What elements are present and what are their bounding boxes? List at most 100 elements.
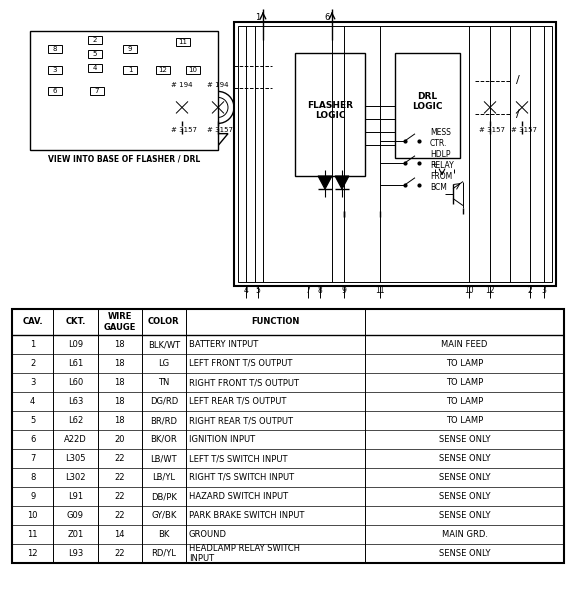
Text: RIGHT REAR T/S OUTPUT: RIGHT REAR T/S OUTPUT — [189, 416, 293, 425]
Text: 3: 3 — [30, 378, 35, 387]
Text: 20: 20 — [115, 435, 125, 444]
Text: 7: 7 — [94, 88, 99, 94]
Bar — [88, 36, 102, 44]
Text: WIRE
GAUGE: WIRE GAUGE — [104, 312, 136, 332]
Text: # 3157: # 3157 — [207, 127, 233, 133]
Text: # 3157: # 3157 — [479, 127, 505, 133]
Text: Z01: Z01 — [67, 530, 84, 539]
Bar — [238, 26, 552, 282]
Bar — [12, 309, 564, 563]
Text: SENSE ONLY: SENSE ONLY — [439, 549, 490, 558]
Text: IGNITION INPUT: IGNITION INPUT — [189, 435, 255, 444]
Text: SENSE ONLY: SENSE ONLY — [439, 473, 490, 482]
Text: TO LAMP: TO LAMP — [446, 397, 483, 406]
Text: 2: 2 — [93, 37, 97, 43]
Text: 7: 7 — [305, 286, 310, 295]
Text: 11: 11 — [28, 530, 38, 539]
Text: 18: 18 — [114, 359, 125, 368]
Text: MAIN FEED: MAIN FEED — [441, 340, 488, 349]
Text: BK/OR: BK/OR — [150, 435, 177, 444]
Text: 22: 22 — [115, 511, 125, 520]
Text: MESS
CTR.: MESS CTR. — [430, 128, 451, 148]
Text: 8: 8 — [53, 46, 57, 52]
Text: SENSE ONLY: SENSE ONLY — [439, 435, 490, 444]
Text: 5: 5 — [93, 51, 97, 57]
Bar — [295, 53, 365, 176]
Text: LEFT T/S SWITCH INPUT: LEFT T/S SWITCH INPUT — [189, 454, 287, 463]
Text: # 3157: # 3157 — [171, 127, 197, 133]
Text: FLASHER
LOGIC: FLASHER LOGIC — [307, 100, 353, 120]
Text: G09: G09 — [67, 511, 84, 520]
Text: 22: 22 — [115, 492, 125, 501]
Bar — [234, 22, 556, 286]
Bar — [90, 86, 104, 95]
Text: FUNCTION: FUNCTION — [251, 317, 300, 326]
Text: 11: 11 — [179, 40, 188, 46]
Text: 2: 2 — [30, 359, 35, 368]
Bar — [395, 53, 460, 158]
Text: 10: 10 — [464, 286, 474, 295]
Text: LB/WT: LB/WT — [150, 454, 177, 463]
Text: LEFT REAR T/S OUTPUT: LEFT REAR T/S OUTPUT — [189, 397, 286, 406]
Text: HAZARD SWITCH INPUT: HAZARD SWITCH INPUT — [189, 492, 288, 501]
Text: BATTERY INTPUT: BATTERY INTPUT — [189, 340, 258, 349]
Text: RD/YL: RD/YL — [151, 549, 176, 558]
Text: 8: 8 — [30, 473, 35, 482]
Text: 4: 4 — [93, 65, 97, 71]
Text: COLOR: COLOR — [148, 317, 180, 326]
Bar — [48, 44, 62, 52]
Text: 9: 9 — [128, 46, 132, 52]
Text: BK: BK — [158, 530, 169, 539]
Text: TO LAMP: TO LAMP — [446, 359, 483, 368]
Text: BLK/WT: BLK/WT — [147, 340, 180, 349]
Bar — [48, 86, 62, 95]
Text: SENSE ONLY: SENSE ONLY — [439, 454, 490, 463]
Bar — [30, 31, 218, 150]
Text: LB/YL: LB/YL — [152, 473, 175, 482]
Text: TO LAMP: TO LAMP — [446, 378, 483, 387]
Text: # 3157: # 3157 — [511, 127, 537, 133]
Text: PARK BRAKE SWITCH INPUT: PARK BRAKE SWITCH INPUT — [189, 511, 304, 520]
Text: FROM
BCM: FROM BCM — [430, 172, 452, 192]
Text: SENSE ONLY: SENSE ONLY — [439, 492, 490, 501]
Text: 4: 4 — [244, 286, 248, 295]
Text: 12: 12 — [158, 66, 168, 72]
Text: 18: 18 — [114, 378, 125, 387]
Text: 2: 2 — [528, 286, 532, 295]
Text: TO LAMP: TO LAMP — [446, 416, 483, 425]
Text: 3: 3 — [541, 286, 547, 295]
Text: RIGHT T/S SWITCH INPUT: RIGHT T/S SWITCH INPUT — [189, 473, 294, 482]
Bar — [88, 64, 102, 72]
Text: 5: 5 — [30, 416, 35, 425]
Bar — [176, 38, 190, 46]
Text: DRL
LOGIC: DRL LOGIC — [412, 92, 443, 111]
Text: # 194: # 194 — [171, 82, 193, 88]
Text: 7: 7 — [30, 454, 35, 463]
Text: LEFT FRONT T/S OUTPUT: LEFT FRONT T/S OUTPUT — [189, 359, 292, 368]
Text: 1: 1 — [30, 340, 35, 349]
Text: 22: 22 — [115, 549, 125, 558]
Text: 1: 1 — [255, 13, 260, 23]
Text: TN: TN — [158, 378, 169, 387]
Text: L60: L60 — [68, 378, 83, 387]
Text: 18: 18 — [114, 416, 125, 425]
Text: L63: L63 — [68, 397, 83, 406]
Text: /: / — [516, 75, 520, 85]
Text: 12: 12 — [28, 549, 38, 558]
Text: HEADLAMP RELAY SWITCH
INPUT: HEADLAMP RELAY SWITCH INPUT — [189, 544, 300, 563]
Text: RIGHT FRONT T/S OUTPUT: RIGHT FRONT T/S OUTPUT — [189, 378, 299, 387]
Text: 3: 3 — [53, 66, 57, 72]
Bar — [186, 66, 200, 74]
Text: L62: L62 — [68, 416, 83, 425]
Text: 22: 22 — [115, 473, 125, 482]
Text: 11: 11 — [375, 286, 385, 295]
Text: L61: L61 — [68, 359, 83, 368]
Text: 6: 6 — [30, 435, 35, 444]
Text: GY/BK: GY/BK — [151, 511, 176, 520]
Text: CAV.: CAV. — [22, 317, 43, 326]
Bar — [88, 50, 102, 58]
Text: 6: 6 — [324, 13, 329, 23]
Bar — [123, 44, 137, 52]
Text: 4: 4 — [30, 397, 35, 406]
Text: HDLP
RELAY: HDLP RELAY — [430, 150, 454, 170]
